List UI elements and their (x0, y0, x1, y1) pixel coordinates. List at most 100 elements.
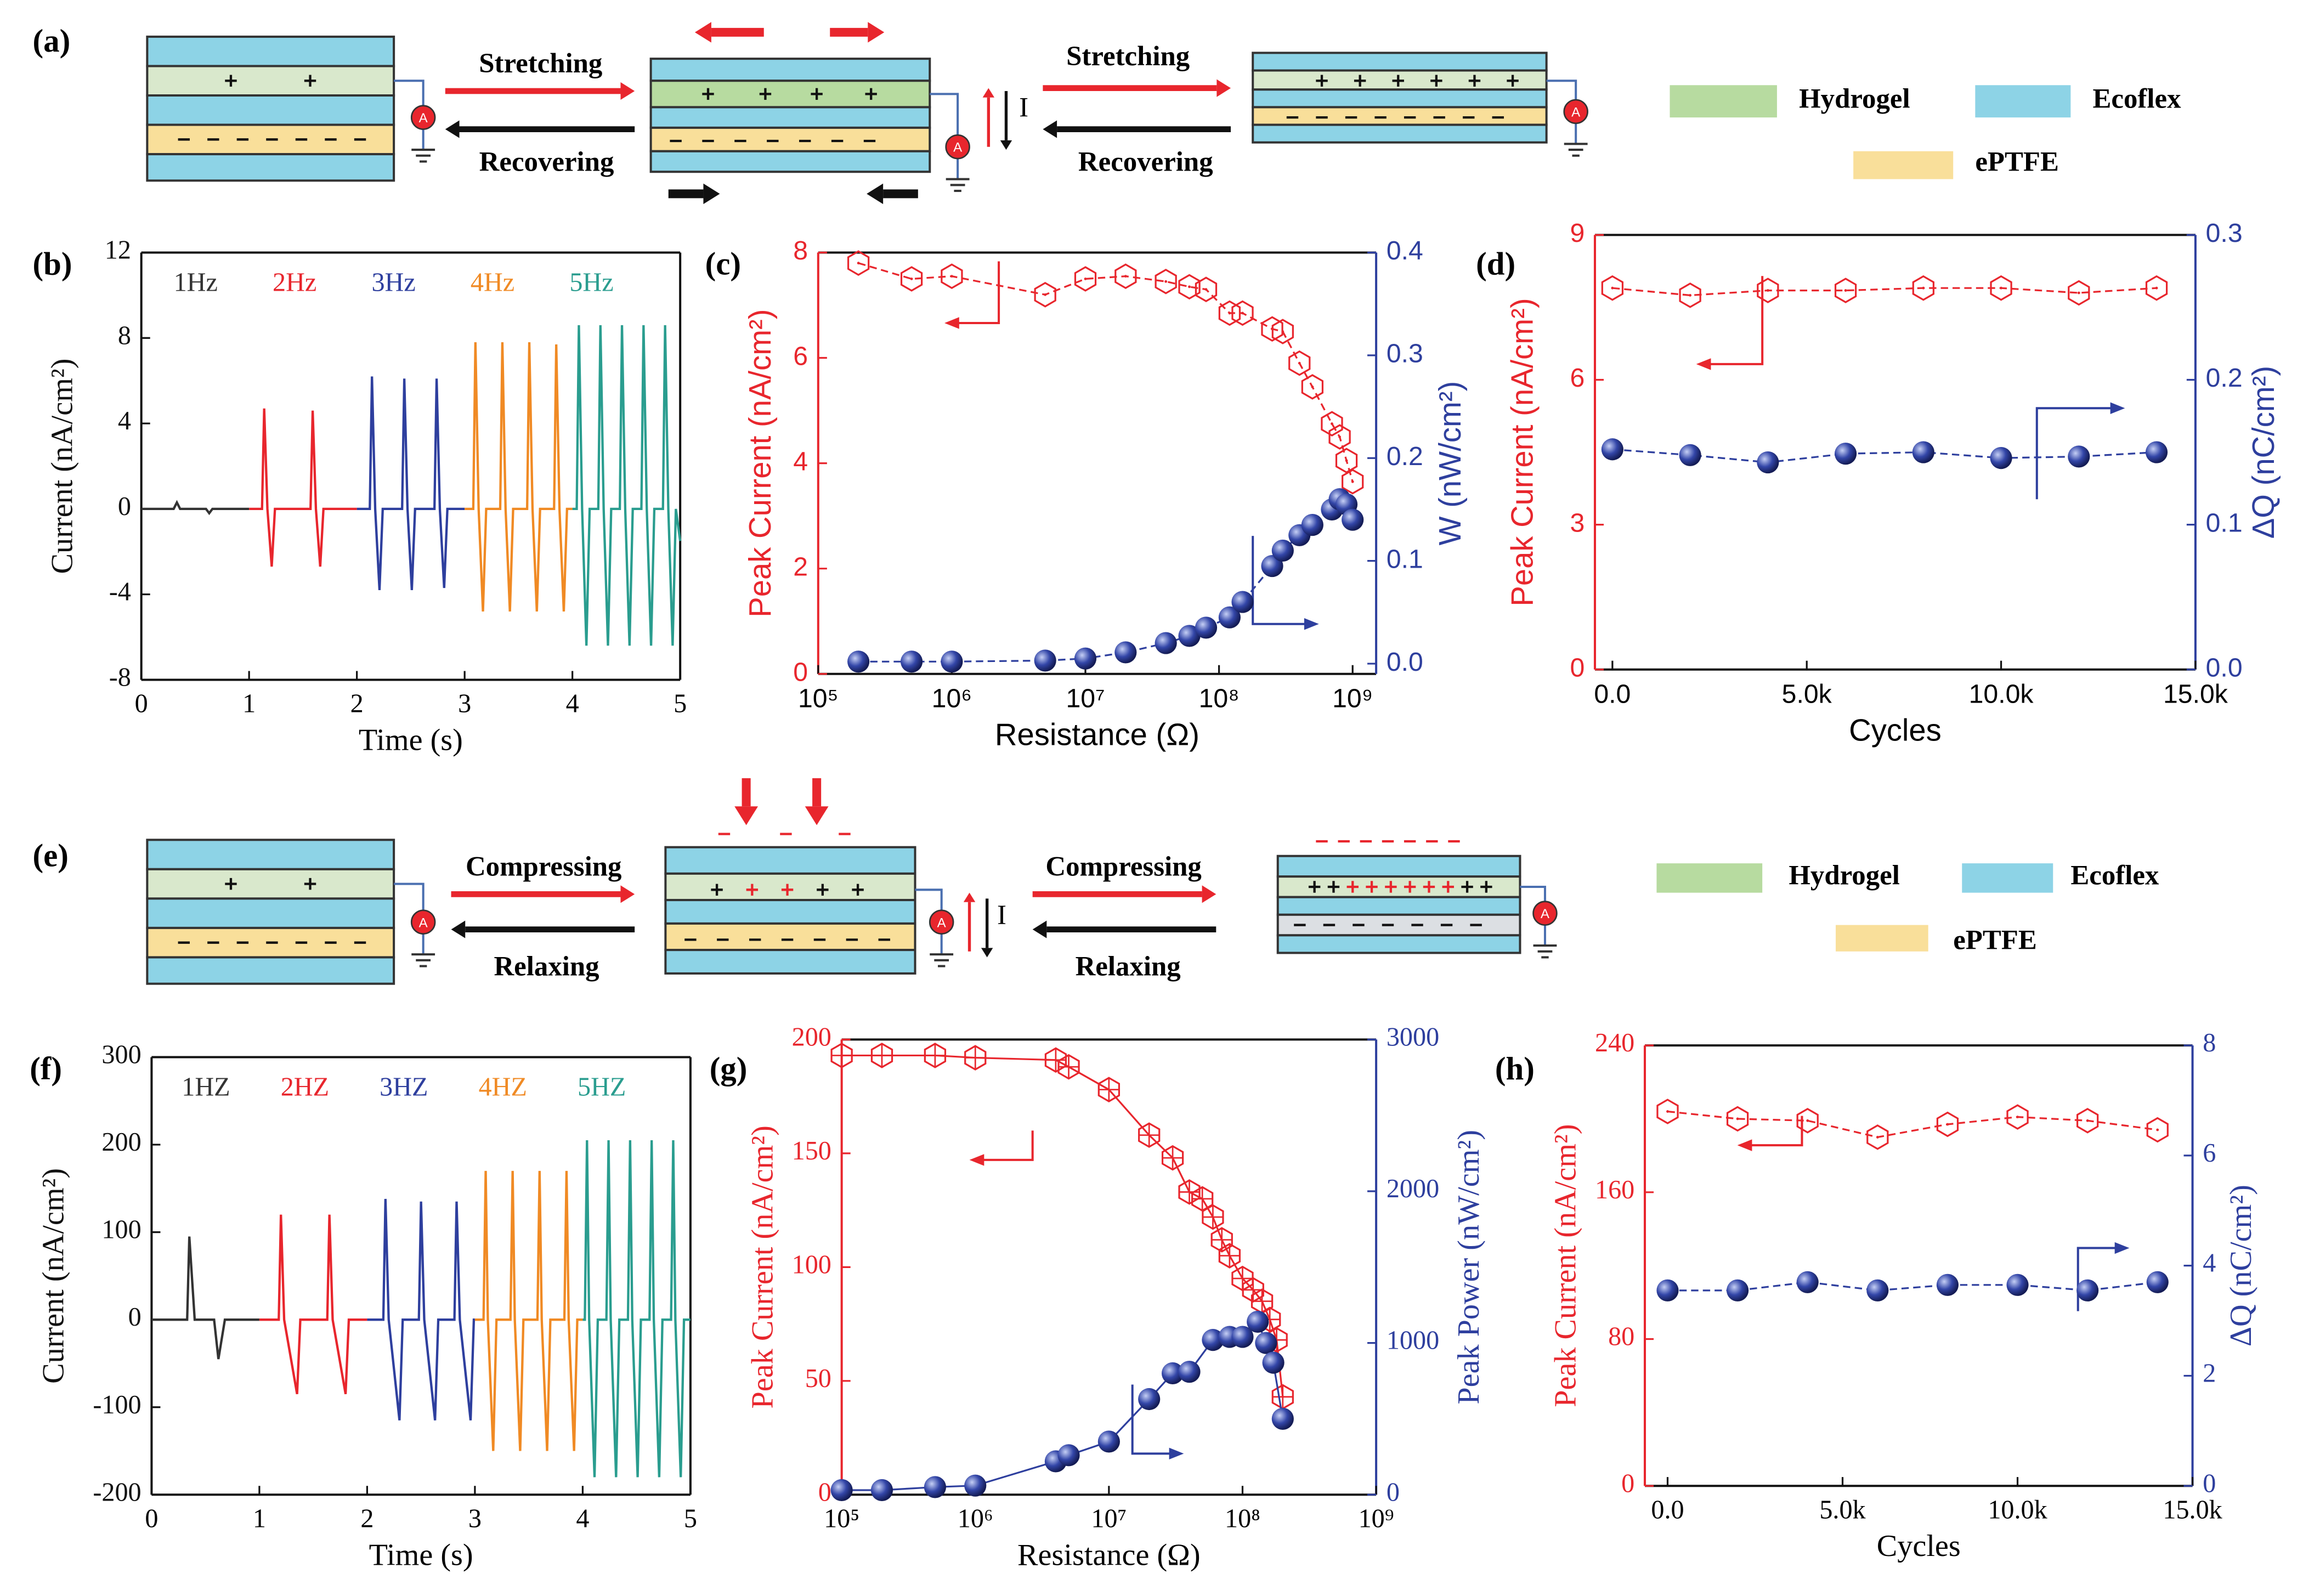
x-tick-label: 0.0 (1594, 680, 1631, 709)
axis-pointer (2035, 407, 2113, 500)
series-label: 2HZ (281, 1072, 329, 1101)
marker (1074, 266, 1097, 292)
y-tick-label: 0 (1570, 653, 1585, 682)
wire (930, 93, 959, 135)
x-tick-label: 1 (253, 1504, 266, 1533)
marker-hexagon (1912, 275, 1934, 301)
x-tick-label: 3 (468, 1504, 482, 1533)
x-axis-label: Resistance (Ω) (995, 717, 1199, 752)
layer (146, 839, 395, 870)
step-label: Stretching (479, 48, 602, 79)
y-axis-label: Current (nA/cm²) (45, 358, 79, 574)
wire (1546, 80, 1577, 100)
marker (1155, 269, 1177, 295)
y-tick-label: 0 (793, 658, 808, 687)
marker (1726, 1106, 1749, 1132)
panel-label: (b) (33, 246, 72, 282)
arrow-head (620, 82, 635, 100)
chart-panel: (h)0.0 5.0k 10.0k 15.0k08016024002468Cycles… (1495, 1028, 2258, 1563)
series-line (249, 408, 357, 567)
marker-dot (2077, 291, 2080, 295)
arrow-head (1043, 120, 1057, 138)
y-tick-label: 6 (793, 341, 808, 371)
panel-label: (e) (33, 838, 69, 874)
y-tick-label: 200 (101, 1128, 141, 1157)
marker (1114, 263, 1137, 289)
layer (649, 58, 931, 82)
ammeter (410, 105, 436, 130)
y-tick-label: -200 (93, 1478, 141, 1507)
marker (1796, 1271, 1819, 1293)
marker (1178, 625, 1201, 647)
y2-axis-label: Peak Power (nW/cm²) (1452, 1130, 1486, 1405)
marker (847, 650, 870, 673)
x-tick-label: 10⁹ (1332, 684, 1373, 714)
marker (1138, 1122, 1161, 1148)
arrow-head (963, 892, 976, 902)
layer (649, 150, 931, 173)
marker-hexagon (2146, 1117, 2169, 1143)
ammeter (410, 909, 436, 935)
axis-pointer-head (1737, 1139, 1752, 1151)
arrow-head (445, 120, 460, 138)
marker (1195, 616, 1218, 639)
axis-pointer-head (1304, 618, 1319, 630)
marker-dot (1666, 1110, 1669, 1113)
marker (870, 1043, 893, 1068)
marker (1255, 1332, 1277, 1354)
marker (1057, 1444, 1080, 1467)
marker-dot (950, 275, 953, 278)
marker (1321, 411, 1343, 437)
arrow-head (1000, 140, 1012, 150)
marker-hexagon (1155, 269, 1177, 295)
marker-dot (1736, 1117, 1739, 1120)
marker (1601, 275, 1624, 301)
marker (1866, 1124, 1889, 1150)
marker (1912, 275, 1934, 301)
y2-tick-label: 0.1 (2206, 508, 2243, 537)
marker (1656, 1099, 1679, 1124)
marker (1757, 451, 1779, 474)
panel-label: (a) (33, 23, 71, 59)
marker-dot (1298, 361, 1301, 365)
marker-hexagon (1288, 350, 1311, 376)
layer (146, 35, 395, 67)
marker-dot (1844, 289, 1847, 292)
y-tick-label: 0 (128, 1303, 142, 1332)
marker (1271, 1407, 1294, 1430)
y2-tick-label: 0.3 (1387, 339, 1423, 369)
marker (1656, 1279, 1679, 1301)
marker (941, 650, 963, 673)
y-tick-label: 200 (792, 1022, 831, 1051)
current-label: I (997, 900, 1006, 931)
marker-dot (1689, 293, 1692, 297)
marker (1202, 1204, 1224, 1230)
marker (830, 1479, 853, 1502)
x-axis-label: Cycles (1849, 713, 1942, 748)
marker-dot (1806, 1119, 1809, 1122)
y-tick-label: 50 (805, 1364, 831, 1393)
layer (146, 897, 395, 929)
marker (1757, 278, 1779, 303)
x-tick-label: 5 (674, 689, 687, 718)
marker-hexagon (1990, 275, 2012, 301)
marker (1231, 1326, 1254, 1348)
layer (146, 868, 395, 900)
marker-hexagon (1757, 278, 1779, 303)
step-label: Compressing (1045, 852, 1201, 882)
ammeter-label: A (937, 915, 947, 930)
marker-dot (1204, 288, 1208, 291)
marker-dot (1228, 312, 1231, 315)
layer (1276, 934, 1521, 954)
marker-hexagon (1261, 316, 1283, 342)
marker-dot (1311, 385, 1314, 388)
marker (2068, 280, 2090, 306)
marker-dot (1084, 278, 1087, 280)
wire (915, 888, 943, 910)
series-label: 4HZ (479, 1072, 527, 1101)
marker-dot (1345, 459, 1348, 462)
x-tick-label: 4 (576, 1504, 589, 1533)
series-label: 5HZ (578, 1072, 626, 1101)
series-label: 5Hz (569, 268, 613, 297)
y2-tick-label: 1000 (1387, 1326, 1439, 1355)
